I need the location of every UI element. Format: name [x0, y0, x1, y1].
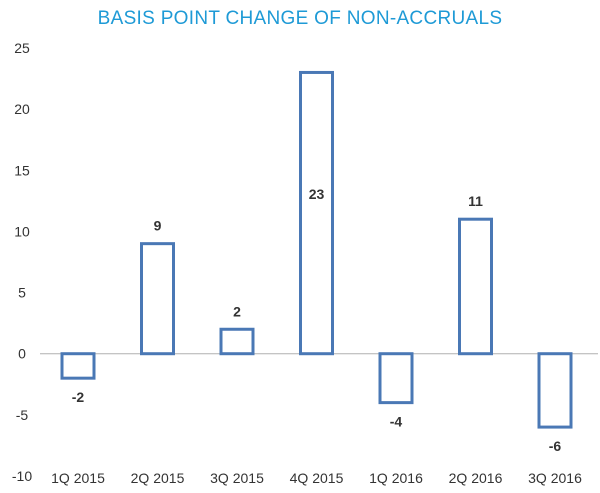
y-tick-label: 20 [14, 101, 30, 117]
bar [140, 242, 175, 356]
y-tick-label: 10 [14, 223, 30, 239]
y-tick-label: 0 [18, 346, 26, 362]
data-labels: -2 9 2 23 -4 11 -6 [72, 186, 562, 454]
data-label: 2 [233, 303, 241, 319]
bar [458, 217, 493, 356]
y-tick-label: 25 [14, 40, 30, 56]
bar [60, 352, 96, 380]
y-tick-label: -5 [16, 407, 29, 423]
bars [60, 70, 573, 429]
y-tick-label: -10 [12, 468, 32, 484]
bar [219, 327, 255, 356]
y-axis-ticks: 25 20 15 10 5 0 -10 -5 [12, 40, 32, 484]
data-label: 23 [309, 186, 325, 202]
x-tick-label: 2Q 2015 [131, 470, 185, 486]
x-tick-label: 4Q 2015 [290, 470, 344, 486]
x-tick-label: 3Q 2016 [528, 470, 582, 486]
y-tick-label: 5 [18, 285, 26, 301]
data-label: -6 [549, 438, 562, 454]
x-tick-label: 1Q 2016 [369, 470, 423, 486]
y-tick-label: 15 [14, 162, 30, 178]
bar [299, 70, 334, 356]
bar [378, 352, 414, 405]
x-tick-label: 1Q 2015 [51, 470, 105, 486]
data-label: 11 [468, 193, 483, 209]
bar [537, 352, 573, 429]
data-label: -4 [390, 414, 403, 430]
x-tick-label: 2Q 2016 [449, 470, 503, 486]
chart-title: BASIS POINT CHANGE OF NON-ACCRUALS [97, 8, 503, 29]
x-axis-ticks: 1Q 2015 2Q 2015 3Q 2015 4Q 2015 1Q 2016 2Q 20… [51, 470, 582, 486]
x-tick-label: 3Q 2015 [210, 470, 264, 486]
data-label: -2 [72, 389, 85, 405]
data-label: 9 [154, 218, 162, 234]
